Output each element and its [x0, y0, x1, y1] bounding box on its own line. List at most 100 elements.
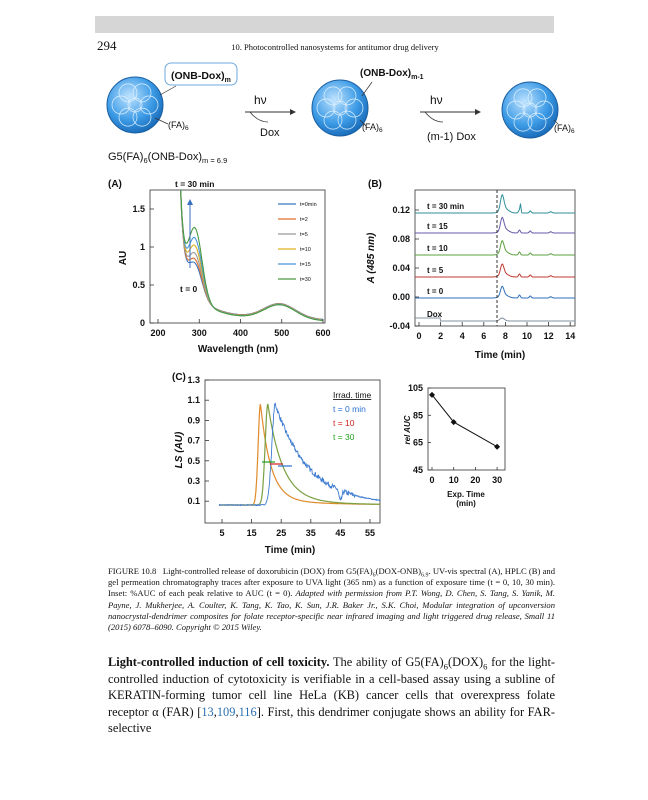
text: m-1 [411, 74, 424, 81]
scheme-label: hν [430, 93, 443, 107]
x-tick-label: 25 [276, 528, 286, 538]
text: (ONB-Dox) [148, 151, 202, 163]
legend-entry: t=0min [300, 202, 317, 208]
trace-label: t = 0 [427, 287, 444, 296]
running-head: 10. Photocontrolled nanosystems for anti… [231, 42, 439, 52]
scheme-label: G5(FA)6(ONB-Dox)m = 6.9 [108, 151, 227, 165]
branch [513, 88, 533, 108]
axes-frame [427, 387, 506, 471]
trace [415, 240, 575, 256]
y-tick-label: 0.00 [392, 292, 410, 302]
text: (DOX) [448, 655, 484, 669]
text: Adapted with permission from P.T. Wong, … [108, 588, 555, 633]
spectrum [180, 190, 324, 322]
x-tick-label: 10 [449, 475, 459, 485]
x-axis-label: Wavelength (nm) [198, 344, 278, 355]
branch [139, 95, 159, 115]
text: (DOX-ONB) [375, 566, 421, 576]
curves [218, 402, 380, 507]
text: 6 [143, 156, 147, 165]
text: 6 [372, 572, 376, 579]
y-tick-label: 1.3 [187, 375, 200, 385]
y-tick-label: 0.5 [187, 456, 200, 466]
reference[interactable]: 13 [201, 704, 214, 719]
text: 6 [483, 661, 488, 672]
branch [323, 110, 343, 130]
x-tick-label: 0 [416, 331, 421, 341]
x-tick-label: 600 [315, 328, 330, 338]
axes-frame [414, 189, 576, 327]
branch [132, 83, 152, 103]
arrow [424, 111, 444, 123]
point [494, 443, 501, 450]
trace [219, 404, 380, 506]
branch [527, 112, 547, 132]
arrow [249, 111, 269, 123]
axes-frame [204, 379, 381, 524]
x-tick-label: 2 [438, 331, 443, 341]
x-tick-label: 200 [150, 328, 165, 338]
trace [219, 403, 380, 506]
branch [344, 98, 364, 118]
y-tick-label: 1.1 [187, 395, 200, 405]
branch [118, 83, 138, 103]
x-tick-label: 8 [503, 331, 508, 341]
text: ]. First, this dendrimer conjugate shows… [108, 704, 555, 736]
reference[interactable]: 116 [238, 704, 257, 719]
branch [111, 95, 131, 115]
scheme-label: (FA)6 [168, 120, 189, 132]
trace-label: t = 10 [427, 244, 448, 253]
scheme-label: (ONB-Dox)m [171, 70, 231, 84]
header-bar [95, 16, 554, 33]
trace [415, 263, 575, 278]
y-tick-label: 0.12 [392, 205, 410, 215]
panel-label: (A) [108, 179, 122, 190]
label-box [164, 62, 238, 86]
core [127, 97, 143, 113]
connector [361, 81, 373, 97]
y-tick-label: 1.5 [132, 204, 145, 214]
trace-label: t = 30 min [427, 202, 464, 211]
panel-label: (B) [368, 179, 382, 190]
scheme-label: (m-1) Dox [427, 131, 476, 143]
x-tick-label: 500 [274, 328, 289, 338]
x-tick-label: 20 [470, 475, 480, 485]
connector [359, 119, 367, 127]
legend-title: Irrad. time [333, 390, 372, 400]
y-tick-label: 0.9 [187, 415, 200, 425]
x-tick-label: 30 [492, 475, 502, 485]
trace-label: t = 15 [427, 222, 448, 231]
y-tick-label: 0.5 [132, 280, 145, 290]
page-number: 294 [97, 38, 117, 53]
core [522, 102, 538, 118]
y-tick-label: 45 [413, 465, 423, 475]
reference[interactable]: 109 [216, 704, 236, 719]
x-tick-label: 300 [192, 328, 207, 338]
y-axis-label: A (485 nm) [366, 232, 377, 284]
y-tick-label: 0.7 [187, 436, 200, 446]
branch [132, 107, 152, 127]
x-tick-label: 400 [233, 328, 248, 338]
panel-label: (C) [172, 372, 186, 383]
y-axis-label: AU [118, 251, 129, 265]
text: (ONB-Dox) [171, 70, 225, 82]
inset [429, 391, 501, 450]
legend-entry: t = 10 [333, 418, 355, 428]
trace [415, 285, 575, 299]
dendrimer [311, 79, 369, 137]
point [429, 391, 435, 398]
scheme [106, 76, 559, 139]
legend-entry: t = 0 min [333, 404, 366, 414]
text: 6 [379, 127, 383, 134]
scheme-label: Dox [260, 127, 280, 139]
y-tick-label: 0.3 [187, 476, 200, 486]
text: m = 6.9 [202, 156, 227, 165]
text: 6 [185, 125, 189, 132]
trace [415, 317, 575, 322]
y-tick-label: 85 [413, 410, 423, 420]
trace [415, 216, 575, 234]
x-tick-label: 12 [544, 331, 554, 341]
dendrimer [501, 81, 559, 139]
text: (FA) [362, 122, 379, 132]
legend-entry: t = 30 [333, 432, 355, 442]
